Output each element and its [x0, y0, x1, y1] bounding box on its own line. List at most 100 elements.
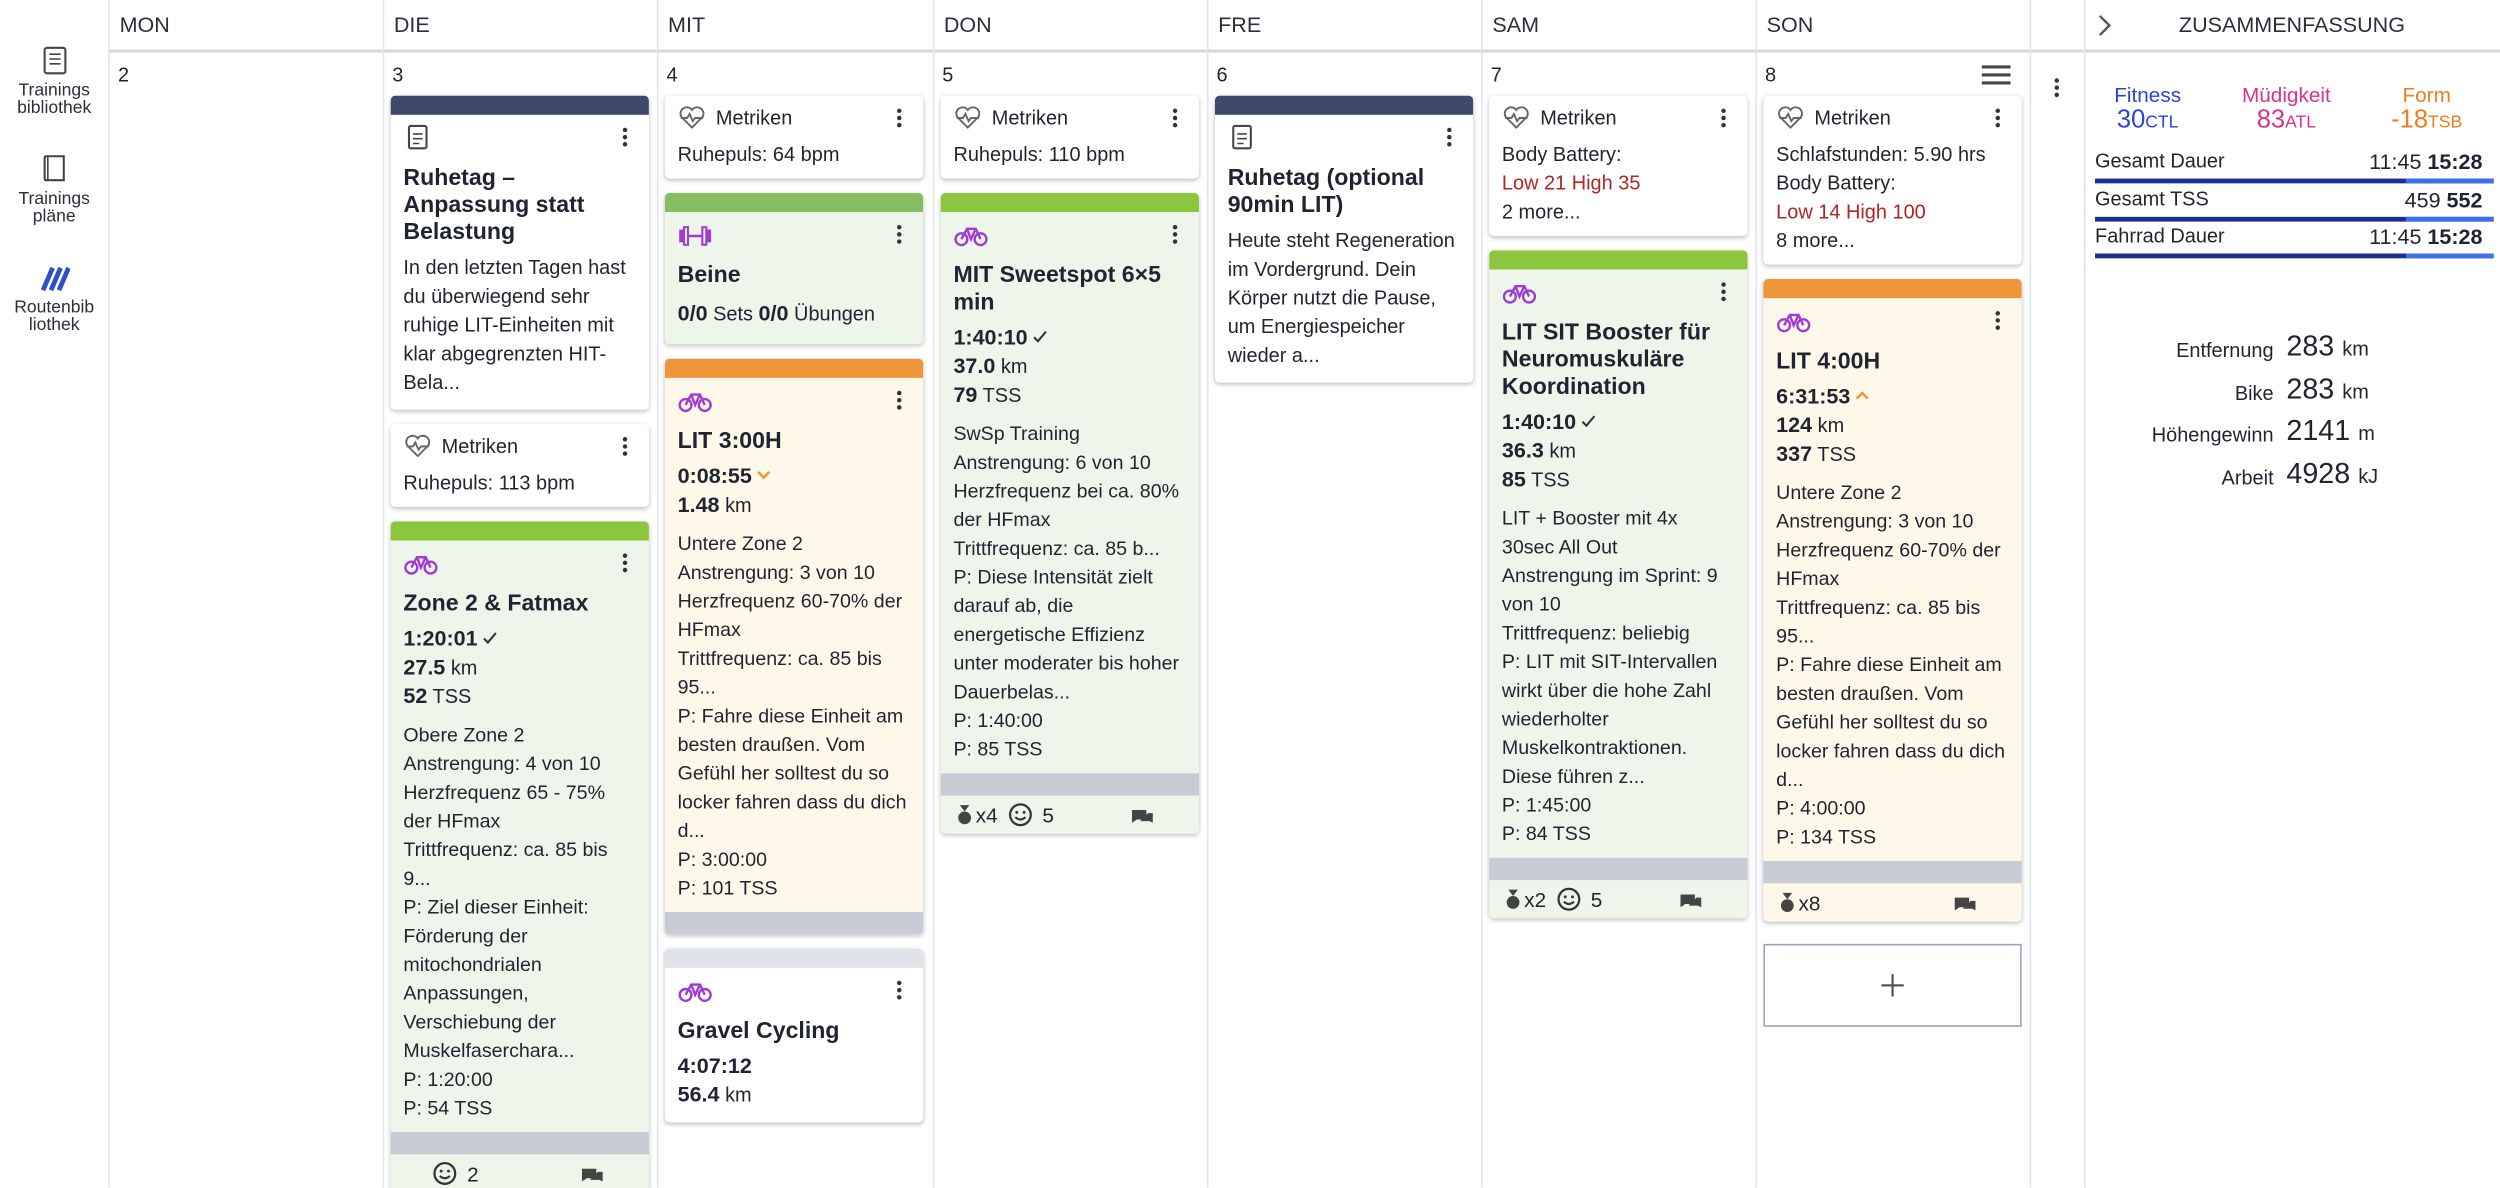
metric-unit: hrs	[1957, 143, 1986, 166]
card-label: Metriken	[441, 435, 519, 458]
more-button[interactable]	[1438, 126, 1460, 148]
distance-value: 124	[1776, 412, 1813, 437]
more-button[interactable]	[614, 552, 636, 574]
metric-row: Ruhepuls: 113 bpm	[391, 469, 649, 507]
note-card[interactable]: Ruhetag (optional 90min LIT) Heute steht …	[1214, 95, 1474, 383]
more-button[interactable]	[888, 107, 910, 129]
description: Untere Zone 2 Anstrengung: 3 von 10 Herzfr…	[1763, 469, 2021, 861]
metrics-card[interactable]: Metriken Schlafstunden: 5.90 hrs Body Batt…	[1763, 95, 2022, 265]
workout-card[interactable]: LIT SIT Booster für Neuromuskuläre Koord…	[1489, 250, 1748, 919]
stat-row: Entfernung 283 km	[2084, 330, 2500, 368]
card-header	[665, 212, 923, 257]
total-done: 11:45	[2369, 224, 2422, 249]
more-button[interactable]	[1712, 281, 1734, 303]
workout-card[interactable]: Zone 2 & Fatmax 1:20:01 27.5 km 52 TSS Obere…	[390, 521, 649, 1188]
card-color-bar	[1489, 250, 1748, 270]
distance-value: 36.3	[1501, 438, 1544, 463]
metric-row: Ruhepuls: 64 bpm	[665, 140, 923, 178]
sidebar-item[interactable]: Routenbib liothek	[0, 261, 108, 334]
more-button[interactable]	[614, 126, 636, 148]
card-title: Gravel Cycling	[677, 1018, 840, 1045]
metric-label: Body Battery:	[1776, 172, 1896, 195]
workout-card[interactable]: LIT 4:00H 6:31:53 124 km 337 TSS Untere Zone…	[1763, 279, 2022, 922]
score-value-row: 30CTL	[2084, 107, 2212, 136]
comment-icon[interactable]	[1677, 890, 1703, 909]
note-card[interactable]: Ruhetag – Anpassung statt Belastung In de…	[390, 95, 649, 410]
score-label: Form	[2402, 82, 2451, 107]
day-column: 5 Metriken Ruhepuls: 110 bpm MIT Sweetspot …	[933, 54, 1207, 1188]
add-workout-button[interactable]	[1763, 943, 2022, 1027]
sidebar-label: liothek	[28, 315, 80, 335]
description-line: P: 1:45:00	[1501, 794, 1592, 817]
description-line: P: Fahre diese Einheit am besten draußen…	[677, 704, 907, 842]
workout-card[interactable]: Gravel Cycling 4:07:12 56.4 km	[664, 948, 924, 1123]
strength-card[interactable]: Beine 0/0 Sets 0/0 Übungen	[664, 192, 924, 345]
type-icon	[1502, 284, 1537, 304]
comment-icon[interactable]	[579, 1164, 605, 1183]
status-icon	[1855, 391, 1869, 400]
more-button[interactable]	[1164, 223, 1186, 245]
more-button[interactable]	[888, 979, 910, 1001]
more-button[interactable]	[1712, 107, 1734, 129]
week-options[interactable]	[2046, 73, 2068, 102]
duration-value: 0:08:55	[677, 463, 752, 488]
more-button[interactable]	[888, 223, 910, 245]
comment-icon[interactable]	[1952, 893, 1978, 912]
sidebar-item[interactable]: Trainings bibliothek	[0, 45, 108, 118]
metric-alert: Low 21 High 35	[1501, 172, 1641, 195]
tss: 85 TSS	[1489, 466, 1747, 495]
distance: 56.4 km	[665, 1081, 923, 1122]
comment-icon[interactable]	[1129, 805, 1155, 824]
profile-strip	[664, 911, 924, 935]
more-button[interactable]	[888, 389, 910, 411]
collapse-summary[interactable]	[2093, 14, 2112, 36]
more-button[interactable]	[614, 435, 636, 457]
distance-unit: km	[725, 494, 752, 517]
workout-card[interactable]: MIT Sweetspot 6×5 min 1:40:10 37.0 km 79 TS…	[940, 192, 1199, 834]
more-button[interactable]	[1987, 107, 2009, 129]
progress-bar	[2095, 216, 2494, 221]
distance: 124 km	[1763, 411, 2021, 440]
metrics-card[interactable]: Metriken Ruhepuls: 110 bpm	[940, 95, 1199, 179]
progress-remaining	[2405, 216, 2494, 221]
stat-row: Höhengewinn 2141 m	[2084, 415, 2500, 453]
metric-row: Body Battery:	[1489, 140, 1747, 169]
duration: 0:08:55	[665, 462, 923, 491]
workout-card[interactable]: LIT 3:00H 0:08:55 1.48 km Untere Zone 2 Anst…	[664, 358, 924, 935]
strength-stats: 0/0 Sets 0/0 Übungen	[665, 297, 923, 345]
type-icon	[1777, 313, 1811, 333]
metrics-card[interactable]: Metriken Ruhepuls: 64 bpm	[664, 95, 924, 179]
sidebar-label: bibliothek	[17, 98, 92, 118]
progress-remaining	[2405, 253, 2494, 259]
sidebar-label: Routenbib	[14, 298, 95, 318]
metric-value: 5.90	[1913, 143, 1953, 166]
day-column: 2	[108, 54, 382, 1188]
metrics-card[interactable]: Metriken Ruhepuls: 113 bpm	[390, 424, 649, 508]
day-date: 6	[1216, 63, 1228, 87]
description-line: P: 3:00:00	[677, 848, 768, 871]
description-line: P: Diese Intensität zielt darauf ab, die…	[953, 566, 1180, 704]
card-list: Metriken Ruhepuls: 64 bpm Beine 0/0 Sets 0/…	[657, 95, 931, 1123]
tss-value: 52	[403, 683, 428, 708]
card-header: Metriken	[665, 96, 923, 141]
sidebar-item[interactable]: Trainings pläne	[0, 153, 108, 226]
duration-value: 1:40:10	[1501, 409, 1577, 434]
metrics-card[interactable]: Metriken Body Battery: Low 21 High 35 2 mor…	[1489, 95, 1748, 236]
score-value: 83	[2256, 106, 2286, 134]
metric-label: Ruhepuls:	[953, 143, 1044, 166]
distance-unit: km	[1000, 355, 1028, 378]
more-button[interactable]	[1987, 309, 2009, 331]
more-button[interactable]	[1164, 107, 1186, 129]
metric-label: 8 more...	[1776, 229, 1855, 252]
card-header	[665, 968, 923, 1013]
distance: 1.48 km	[665, 491, 923, 520]
metric-unit: bpm	[800, 143, 840, 166]
card-list: Ruhetag (optional 90min LIT) Heute steht …	[1207, 95, 1481, 383]
description-line: SwSp Training	[953, 422, 1080, 445]
score: Form -18TSB	[2363, 83, 2491, 136]
metric-row: Low 21 High 35	[1489, 169, 1747, 198]
stat-value: 283	[2286, 330, 2335, 362]
sidebar-item[interactable]: bibliothek	[0, 0, 108, 5]
week-menu[interactable]	[1980, 62, 2012, 88]
